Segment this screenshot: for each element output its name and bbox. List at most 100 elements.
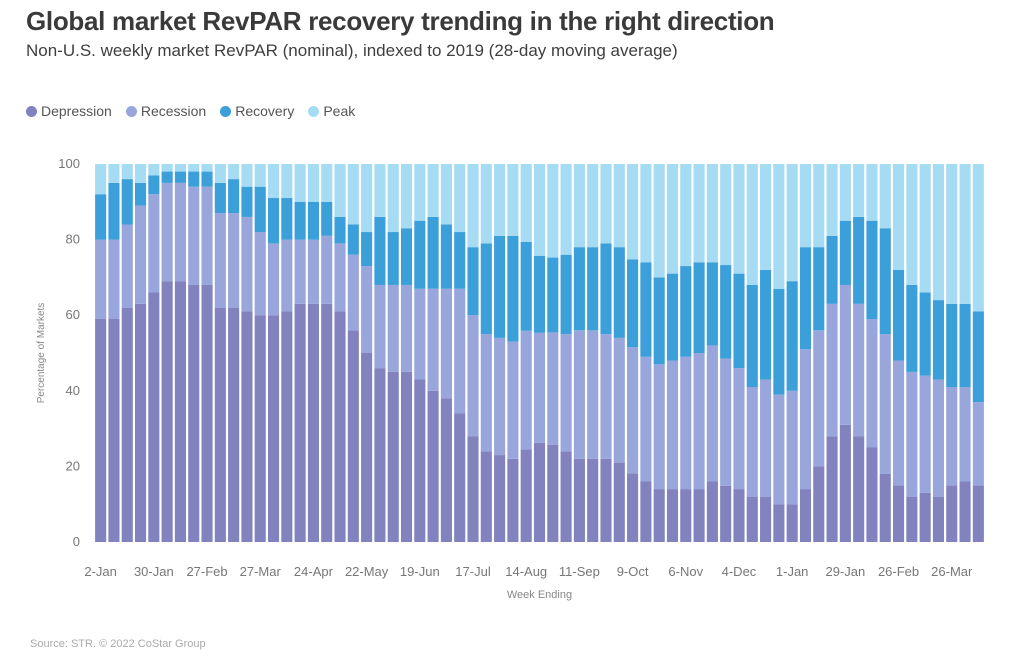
bar-peak — [400, 164, 413, 229]
bar-recession — [294, 239, 306, 304]
bar-peak — [467, 164, 479, 248]
bar-recovery — [573, 247, 585, 331]
bar-recession — [613, 337, 625, 463]
y-tick-label: 80 — [66, 232, 80, 247]
bar-recovery — [267, 198, 280, 244]
bar-recession — [281, 239, 293, 312]
bar-recovery — [866, 220, 878, 319]
bar-depression — [746, 496, 758, 542]
bar-depression — [108, 318, 120, 542]
bar-recession — [188, 186, 200, 285]
bar-recovery — [414, 220, 426, 289]
bar-recovery — [666, 273, 679, 361]
legend-item-recovery: Recovery — [220, 103, 294, 119]
bar-depression — [680, 489, 692, 542]
bar-peak — [706, 164, 718, 263]
bar-recession — [533, 332, 546, 443]
bar-depression — [135, 303, 147, 542]
bar-recession — [440, 288, 452, 399]
bar-peak — [161, 164, 173, 172]
y-tick-label: 100 — [58, 156, 80, 171]
bar-recovery — [813, 247, 825, 331]
bar-recovery — [480, 243, 492, 335]
bar-peak — [906, 164, 918, 285]
bar-depression — [600, 458, 612, 542]
bar-recession — [600, 334, 612, 459]
bar-peak — [866, 164, 878, 221]
bar-recession — [334, 243, 346, 312]
bar-peak — [720, 164, 732, 266]
bar-recovery — [932, 300, 945, 380]
bar-recession — [454, 288, 466, 414]
bar-recession — [733, 368, 745, 490]
bar-recession — [507, 341, 519, 459]
bar-recession — [135, 205, 147, 304]
bar-recovery — [893, 269, 905, 361]
bar-depression — [228, 307, 240, 542]
bar-recovery — [294, 201, 306, 240]
bar-depression — [188, 284, 200, 542]
bar-depression — [653, 489, 665, 542]
bar-peak — [666, 164, 679, 274]
bar-depression — [773, 504, 785, 542]
bar-recovery — [693, 262, 705, 353]
y-axis-label: Percentage of Markets — [36, 303, 47, 404]
bar-recovery — [241, 186, 253, 217]
bar-recession — [799, 349, 812, 490]
bar-recession — [254, 232, 266, 316]
bar-recession — [786, 390, 798, 505]
bar-peak — [853, 164, 865, 217]
bar-depression — [666, 489, 679, 542]
bar-recovery — [799, 247, 812, 350]
bar-recession — [826, 303, 838, 437]
bar-depression — [560, 451, 572, 542]
bar-recession — [494, 337, 506, 456]
bar-peak — [640, 164, 652, 263]
bar-recession — [879, 334, 891, 474]
bar-depression — [214, 307, 226, 542]
bar-depression — [906, 496, 918, 542]
bar-recovery — [161, 171, 173, 183]
bar-recovery — [972, 311, 984, 403]
x-tick-label: 27-Feb — [186, 564, 227, 579]
bar-recession — [267, 243, 280, 316]
bar-peak — [294, 164, 306, 202]
bar-depression — [520, 449, 532, 542]
bar-peak — [919, 164, 931, 293]
chart-subtitle: Non-U.S. weekly market RevPAR (nominal),… — [26, 41, 678, 60]
bar-recovery — [135, 182, 147, 206]
bar-depression — [919, 492, 931, 542]
bar-recession — [839, 284, 851, 425]
bar-depression — [839, 424, 851, 542]
bar-peak — [494, 164, 506, 236]
bar-recession — [321, 235, 333, 304]
bar-recession — [400, 284, 413, 372]
bar-depression — [374, 368, 386, 542]
bar-peak — [334, 164, 346, 217]
bar-depression — [440, 398, 452, 542]
bar-recession — [693, 353, 705, 490]
x-tick-label: 2-Jan — [84, 564, 117, 579]
bar-peak — [746, 164, 758, 285]
bar-recovery — [906, 284, 918, 372]
bar-recovery — [214, 182, 226, 214]
bar-depression — [826, 436, 838, 542]
bar-recovery — [95, 194, 107, 240]
bar-peak — [507, 164, 519, 236]
bar-peak — [321, 164, 333, 202]
bar-peak — [893, 164, 905, 270]
bar-depression — [321, 303, 333, 542]
bar-depression — [334, 311, 346, 542]
bar-recovery — [560, 254, 572, 335]
bar-recession — [853, 303, 865, 437]
bar-depression — [706, 481, 718, 542]
bar-recovery — [520, 241, 532, 331]
y-tick-label: 60 — [66, 307, 80, 322]
bar-recession — [174, 182, 186, 282]
bar-depression — [547, 444, 559, 542]
bar-recovery — [547, 257, 559, 333]
bar-depression — [307, 303, 319, 542]
bar-depression — [400, 371, 413, 542]
bar-peak — [573, 164, 585, 248]
